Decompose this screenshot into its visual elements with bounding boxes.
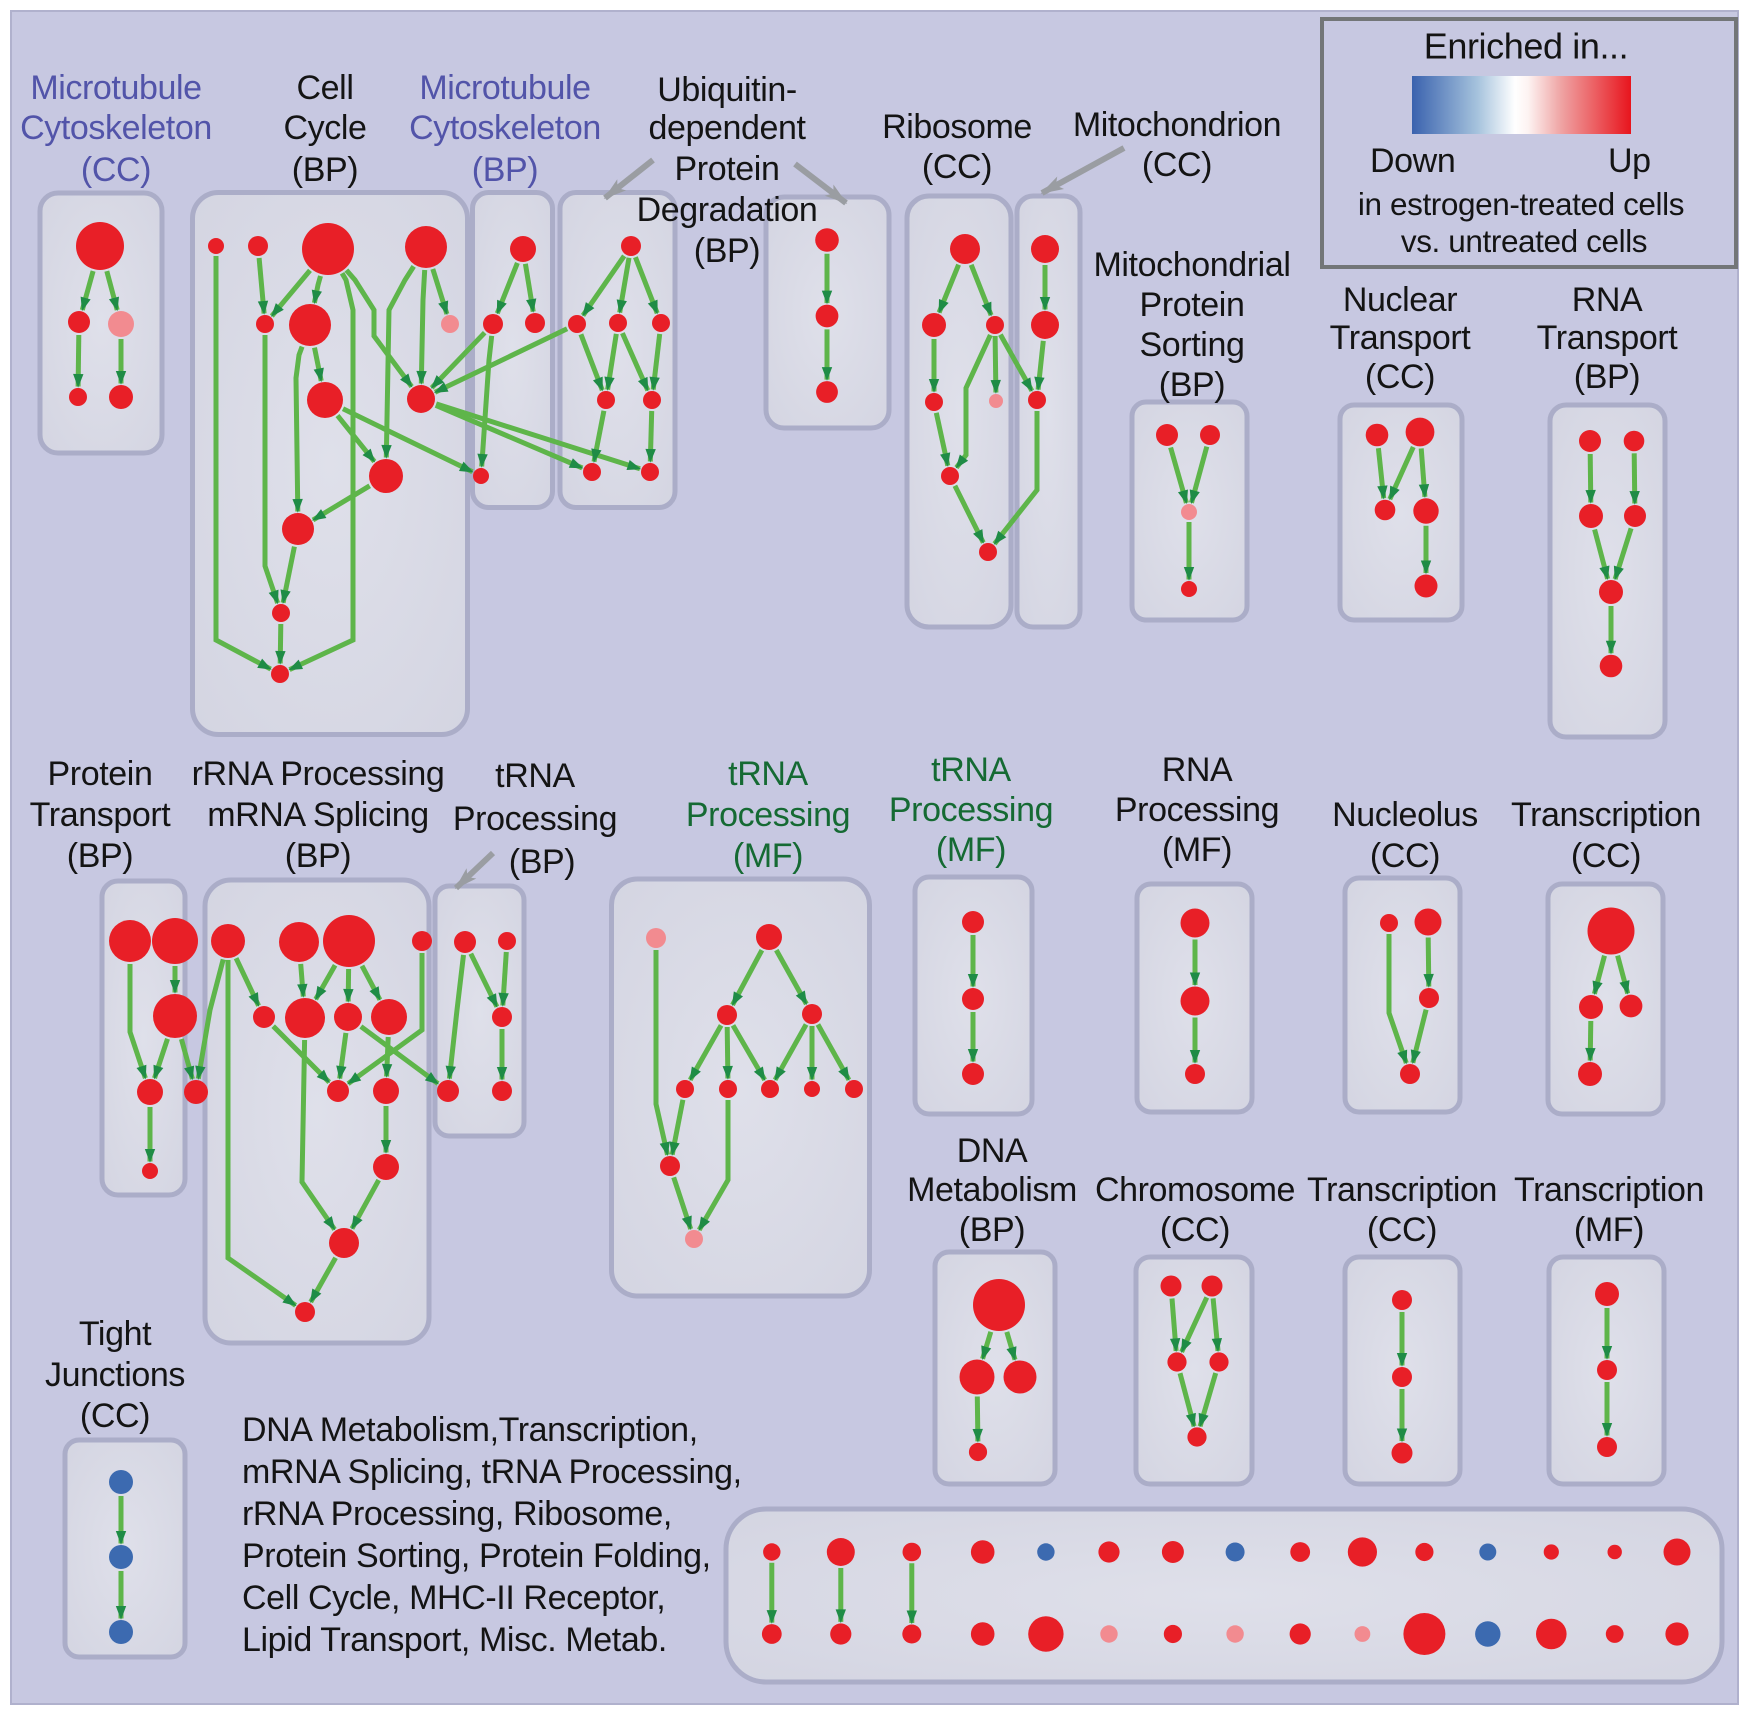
svg-text:mRNA Splicing, tRNA Processing: mRNA Splicing, tRNA Processing, <box>242 1453 742 1491</box>
svg-text:Processing: Processing <box>453 800 617 838</box>
svg-text:rRNA Processing, Ribosome,: rRNA Processing, Ribosome, <box>242 1495 672 1533</box>
svg-text:Protein Sorting, Protein Foldi: Protein Sorting, Protein Folding, <box>242 1537 711 1575</box>
svg-text:(CC): (CC) <box>1367 1211 1437 1249</box>
svg-text:in estrogen-treated cells: in estrogen-treated cells <box>1358 186 1684 222</box>
svg-text:(BP): (BP) <box>509 843 575 881</box>
svg-text:Transcription: Transcription <box>1514 1171 1704 1209</box>
svg-text:Tight: Tight <box>79 1315 152 1353</box>
svg-text:Cycle: Cycle <box>283 109 366 147</box>
svg-text:(MF): (MF) <box>1162 831 1232 869</box>
svg-text:Transcription: Transcription <box>1511 796 1701 834</box>
svg-text:(MF): (MF) <box>1574 1211 1644 1249</box>
svg-text:tRNA: tRNA <box>495 757 575 795</box>
svg-text:(MF): (MF) <box>733 837 803 875</box>
svg-text:tRNA: tRNA <box>728 755 808 793</box>
svg-text:(CC): (CC) <box>80 1397 150 1435</box>
svg-text:RNA: RNA <box>1162 751 1233 789</box>
svg-text:(CC): (CC) <box>1365 358 1435 396</box>
svg-text:Enriched in...: Enriched in... <box>1424 26 1629 67</box>
svg-text:Cell: Cell <box>297 69 354 107</box>
svg-text:(BP): (BP) <box>67 837 133 875</box>
svg-text:(BP): (BP) <box>472 151 538 189</box>
svg-text:Processing: Processing <box>1115 791 1279 829</box>
svg-text:(CC): (CC) <box>81 151 151 189</box>
svg-text:Junctions: Junctions <box>45 1356 185 1394</box>
svg-text:Chromosome: Chromosome <box>1095 1171 1295 1209</box>
svg-text:(BP): (BP) <box>959 1211 1025 1249</box>
svg-text:(MF): (MF) <box>936 831 1006 869</box>
svg-text:Transport: Transport <box>1330 319 1472 357</box>
svg-text:Ubiquitin-: Ubiquitin- <box>657 71 797 109</box>
svg-text:Mitochondrial: Mitochondrial <box>1093 246 1290 284</box>
svg-text:Protein: Protein <box>1140 286 1245 324</box>
svg-text:(CC): (CC) <box>1370 837 1440 875</box>
svg-text:Microtubule: Microtubule <box>30 69 201 107</box>
svg-text:Protein: Protein <box>48 755 153 793</box>
svg-text:Sorting: Sorting <box>1140 326 1245 364</box>
svg-text:Up: Up <box>1608 142 1651 180</box>
svg-text:Metabolism: Metabolism <box>907 1171 1077 1209</box>
svg-text:(BP): (BP) <box>694 232 760 270</box>
svg-text:Transport: Transport <box>1537 319 1679 357</box>
svg-text:mRNA Splicing: mRNA Splicing <box>207 796 429 834</box>
svg-text:Nuclear: Nuclear <box>1343 281 1457 319</box>
svg-text:DNA Metabolism,Transcription,: DNA Metabolism,Transcription, <box>242 1411 698 1449</box>
svg-text:Down: Down <box>1370 142 1455 180</box>
svg-text:(BP): (BP) <box>1574 358 1640 396</box>
svg-text:RNA: RNA <box>1572 281 1643 319</box>
svg-text:Nucleolus: Nucleolus <box>1332 796 1478 834</box>
svg-text:Mitochondrion: Mitochondrion <box>1073 106 1281 144</box>
svg-text:(BP): (BP) <box>285 837 351 875</box>
svg-text:dependent: dependent <box>648 109 806 147</box>
svg-text:(BP): (BP) <box>292 151 358 189</box>
svg-text:Ribosome: Ribosome <box>882 108 1032 146</box>
svg-text:(CC): (CC) <box>1160 1211 1230 1249</box>
svg-text:Cytoskeleton: Cytoskeleton <box>409 109 601 147</box>
svg-text:(BP): (BP) <box>1159 366 1225 404</box>
svg-text:Cytoskeleton: Cytoskeleton <box>20 109 212 147</box>
svg-text:Protein: Protein <box>675 150 780 188</box>
svg-text:rRNA Processing: rRNA Processing <box>192 755 445 793</box>
svg-text:Transport: Transport <box>30 796 172 834</box>
svg-text:Cell Cycle, MHC-II Receptor,: Cell Cycle, MHC-II Receptor, <box>242 1579 665 1617</box>
svg-text:Degradation: Degradation <box>637 191 818 229</box>
svg-text:DNA: DNA <box>957 1132 1028 1170</box>
svg-text:Microtubule: Microtubule <box>419 69 590 107</box>
svg-text:(CC): (CC) <box>1571 837 1641 875</box>
svg-text:(CC): (CC) <box>1142 146 1212 184</box>
svg-text:Lipid Transport, Misc. Metab.: Lipid Transport, Misc. Metab. <box>242 1621 667 1659</box>
svg-text:Processing: Processing <box>686 796 850 834</box>
svg-text:vs. untreated cells: vs. untreated cells <box>1401 223 1647 259</box>
svg-text:Processing: Processing <box>889 791 1053 829</box>
svg-text:Transcription: Transcription <box>1307 1171 1497 1209</box>
svg-text:(CC): (CC) <box>922 148 992 186</box>
svg-text:tRNA: tRNA <box>931 751 1011 789</box>
